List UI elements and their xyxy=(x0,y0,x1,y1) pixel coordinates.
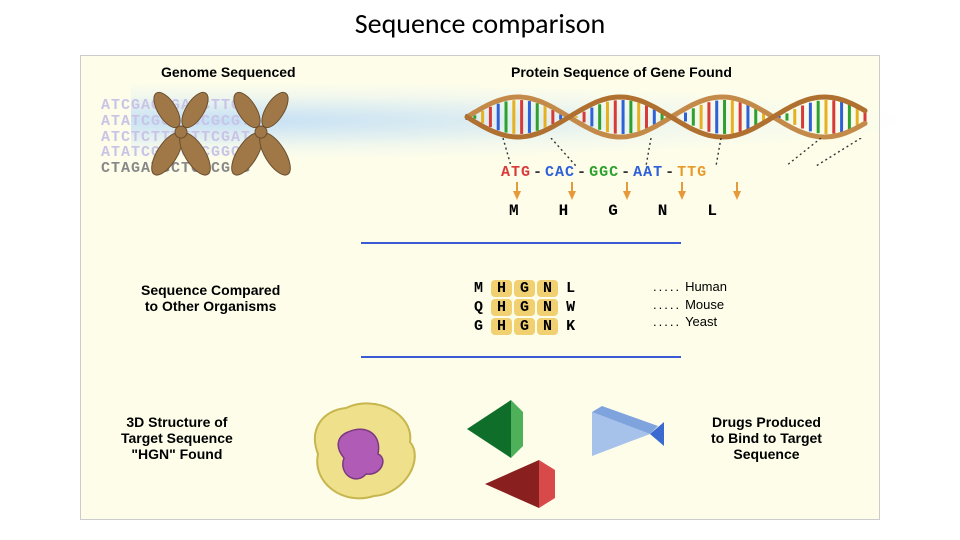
codon: TTG xyxy=(677,164,707,181)
heading-genome: Genome Sequenced xyxy=(161,64,296,80)
drug-shape-red-icon xyxy=(481,456,561,512)
page-title: Sequence comparison xyxy=(0,6,960,41)
alignment-table: MHGNLQHGNWGHGNK xyxy=(466,278,583,337)
codon: GGC xyxy=(589,164,619,181)
protein-blob-icon xyxy=(306,396,426,506)
organism-label: .....Human xyxy=(653,278,727,296)
alignment-organism-labels: .....Human.....Mouse.....Yeast xyxy=(653,278,727,331)
heading-compare: Sequence Compared to Other Organisms xyxy=(141,282,280,314)
codon-row: ATG-CAC-GGC-AAT-TTG xyxy=(501,164,707,181)
codon: ATG xyxy=(501,164,531,181)
heading-drugs: Drugs Produced to Bind to Target Sequenc… xyxy=(711,414,822,462)
separator-line xyxy=(361,356,681,358)
organism-label: .....Mouse xyxy=(653,296,727,314)
heading-protein: Protein Sequence of Gene Found xyxy=(511,64,732,80)
heading-struct: 3D Structure of Target Sequence "HGN" Fo… xyxy=(121,414,233,462)
diagram-panel: Genome Sequenced Protein Sequence of Gen… xyxy=(80,55,880,520)
codon: CAC xyxy=(545,164,575,181)
drug-shape-blue-icon xyxy=(586,398,671,470)
codon: AAT xyxy=(633,164,663,181)
chromosome-icon xyxy=(121,88,321,188)
drug-shape-green-icon xyxy=(461,394,531,464)
organism-label: .....Yeast xyxy=(653,313,727,331)
separator-line xyxy=(361,242,681,244)
amino-acid-row: MHGNL xyxy=(509,202,757,220)
